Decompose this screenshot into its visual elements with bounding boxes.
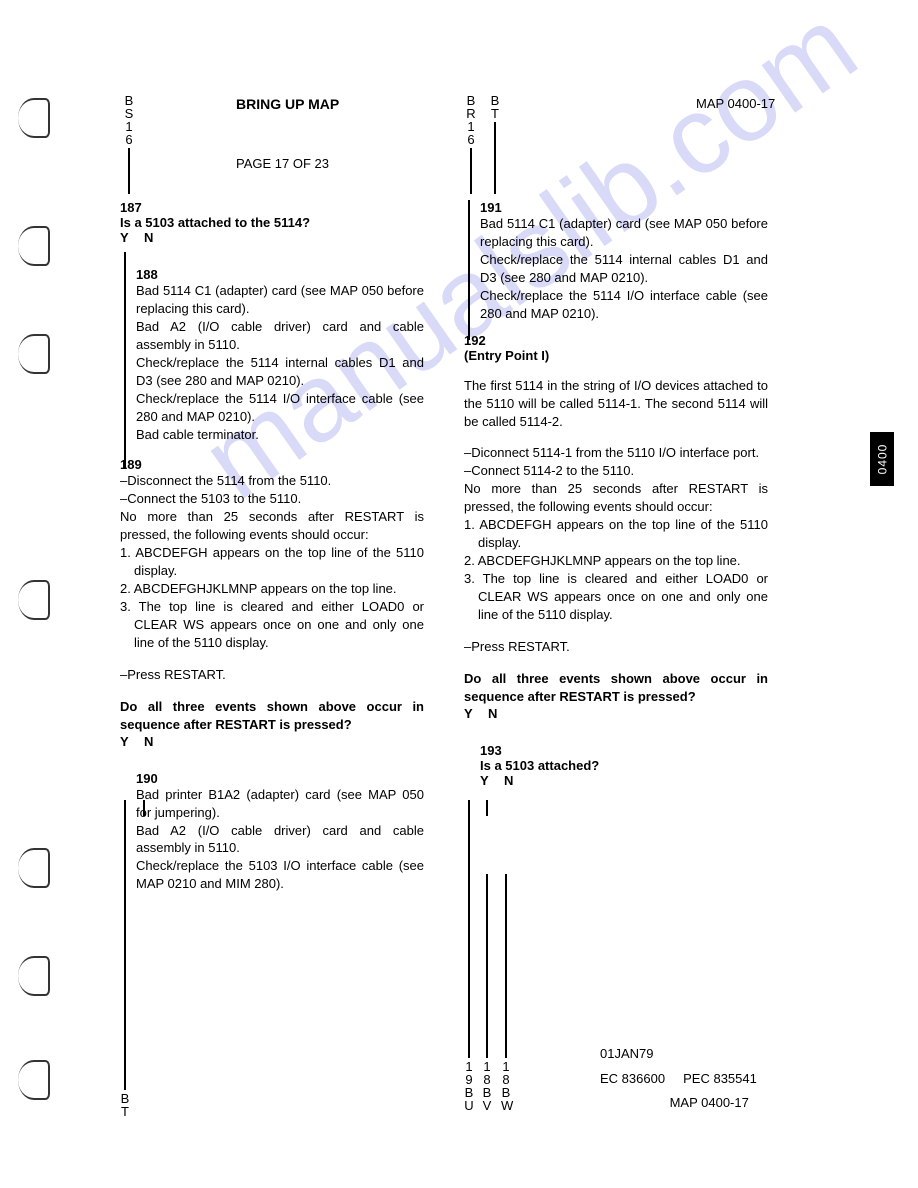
text-192-l2: –Connect 5114-2 to the 5110. [464,462,768,480]
footer: 01JAN79 EC 836600 PEC 835541 MAP 0400-17 [600,1042,757,1116]
footer-map: MAP 0400-17 [600,1091,757,1116]
text-189-intro: No more than 25 seconds after RESTART is… [120,508,424,544]
yn-192: Y N [464,706,768,721]
text-189-i3: 3. The top line is cleared and either LO… [134,598,424,652]
step-num-187: 187 [120,200,424,215]
vlabel-right-bottom-3: 18BW [501,1060,511,1112]
text-188-4: Check/replace the 5114 I/O interface cab… [136,390,424,426]
yn-193: Y N [480,773,768,788]
step-num-193: 193 [480,743,768,758]
text-189-l2: –Connect the 5103 to the 5110. [120,490,424,508]
vrule [468,800,470,1058]
footer-pec: PEC 835541 [683,1071,757,1086]
vrule [143,800,145,816]
side-tab: 0400 [870,432,894,486]
side-tab-label: 0400 [875,444,889,475]
left-column: 187 Is a 5103 attached to the 5114? Y N … [120,94,424,893]
vrule [468,200,470,340]
question-193: Is a 5103 attached? [480,758,768,773]
vrule [486,874,488,1058]
question-192: Do all three events shown above occur in… [464,670,768,706]
text-190-1: Bad printer B1A2 (adapter) card (see MAP… [136,786,424,822]
text-191-3: Check/replace the 5114 I/O interface cab… [480,287,768,323]
text-191-1: Bad 5114 C1 (adapter) card (see MAP 050 … [480,215,768,251]
yn-187: Y N [120,230,424,245]
step-num-189: 189 [120,457,424,472]
text-189-i2: 2. ABCDEFGHJKLMNP appears on the top lin… [134,580,424,598]
vlabel-right-bottom-1: 19BU [464,1060,474,1112]
vlabel-left-bottom: BT [120,1092,130,1118]
text-192-press: –Press RESTART. [464,638,768,656]
binder-holes [18,0,58,1188]
text-192-intro: The first 5114 in the string of I/O devi… [464,377,768,431]
vrule [124,800,126,1090]
step-num-192: 192 [464,333,768,348]
text-188-3: Check/replace the 5114 internal cables D… [136,354,424,390]
text-192-i3: 3. The top line is cleared and either LO… [478,570,768,624]
vrule [124,252,126,468]
footer-ec: EC 836600 [600,1071,665,1086]
step-num-190: 190 [136,771,424,786]
vrule [505,874,507,1058]
text-189-l1: –Disconnect the 5114 from the 5110. [120,472,424,490]
text-189-press: –Press RESTART. [120,666,424,684]
text-191-2: Check/replace the 5114 internal cables D… [480,251,768,287]
text-192-i1: 1. ABCDEFGH appears on the top line of t… [478,516,768,552]
vlabel-right-bottom-2: 18BV [482,1060,492,1112]
question-187: Is a 5103 attached to the 5114? [120,215,424,230]
text-192-l1: –Diconnect 5114-1 from the 5110 I/O inte… [464,444,768,462]
text-188-2: Bad A2 (I/O cable driver) card and cable… [136,318,424,354]
text-190-3: Check/replace the 5103 I/O interface cab… [136,857,424,893]
vrule [486,800,488,816]
text-192-intro2: No more than 25 seconds after RESTART is… [464,480,768,516]
text-190-2: Bad A2 (I/O cable driver) card and cable… [136,822,424,858]
text-188-5: Bad cable terminator. [136,426,424,444]
step-num-191: 191 [480,200,768,215]
text-192-i2: 2. ABCDEFGHJKLMNP appears on the top lin… [478,552,768,570]
entry-point-192: (Entry Point I) [464,348,768,363]
yn-189: Y N [120,734,424,749]
question-189: Do all three events shown above occur in… [120,698,424,734]
text-188-1: Bad 5114 C1 (adapter) card (see MAP 050 … [136,282,424,318]
text-189-i1: 1. ABCDEFGH appears on the top line of t… [134,544,424,580]
right-column: 191 Bad 5114 C1 (adapter) card (see MAP … [464,94,768,788]
footer-date: 01JAN79 [600,1042,757,1067]
step-num-188: 188 [136,267,424,282]
